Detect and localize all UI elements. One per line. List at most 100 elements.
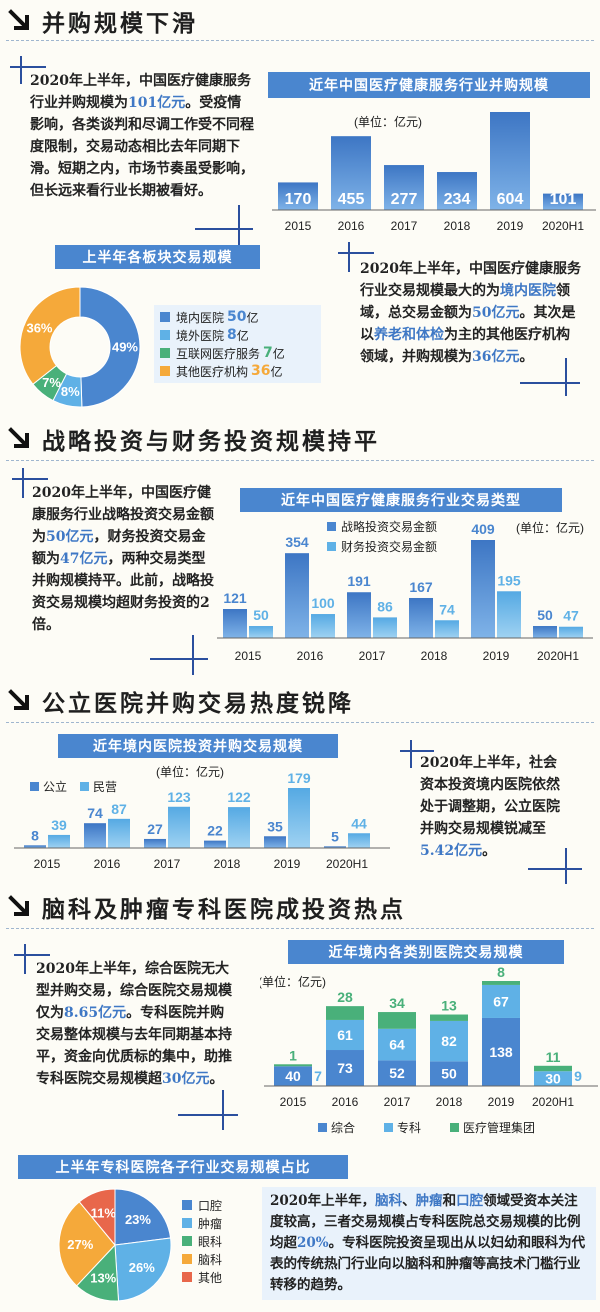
chart3-x-tick: 2016 (297, 649, 324, 663)
chart5-bar-value: 13 (441, 998, 457, 1014)
body-text: 领域，总交易金额为 (360, 283, 570, 321)
body-text: 、 (402, 1193, 416, 1209)
chart3-title: 近年中国医疗健康服务行业交易类型 (240, 488, 562, 512)
chart5-x-tick: 2016 (332, 1095, 359, 1109)
section-title: 战略投资与财务投资规模持平 (42, 429, 380, 455)
section-title: 脑科及肿瘤专科医院成投资热点 (42, 897, 406, 923)
body-text: 。 (519, 349, 534, 365)
chart4-x-tick: 2016 (94, 857, 121, 871)
summary-text-1: 2020年上半年，中国医疗健康服务行业交易规模最大的为境内医院领域，总交易金额为… (360, 258, 582, 368)
body-text: 。专科医院投资呈现出从以妇幼和眼科为代表的传统热门行业向以脑科和肿瘤等高技术门槛… (270, 1235, 586, 1293)
chart3-legend-swatch (327, 542, 336, 551)
chart5-bar-value: 61 (337, 1027, 353, 1043)
arrow-down-right-icon (8, 689, 29, 710)
chart1-x-tick: 2019 (497, 219, 524, 233)
chart2-slice (79, 286, 141, 408)
chart1-bar-value: 234 (444, 191, 471, 208)
body-text: 。 (209, 1071, 224, 1087)
legend-label: 其他医疗机构 (176, 364, 249, 379)
chart6-slice-label: 23% (125, 1212, 151, 1227)
chart2-slice-label: 49% (112, 339, 138, 354)
chart4-legend-swatch (30, 782, 39, 791)
section-title: 公立医院并购交易热度锐降 (42, 691, 354, 717)
chart4-bar-value: 44 (351, 815, 367, 831)
chart1-bar (278, 182, 318, 210)
divider (6, 460, 594, 461)
section-header-3: 公立医院并购交易热度锐降 (8, 686, 354, 717)
chart4-bar (24, 845, 46, 848)
chart3-bar (311, 614, 335, 638)
section-header-4: 脑科及肿瘤专科医院成投资热点 (8, 892, 406, 923)
intro-text-1: 2020年上半年，中国医疗健康服务行业并购规模为101亿元。受疫情影响，各类谈判… (30, 70, 255, 202)
chart3-bar-value: 195 (497, 572, 521, 588)
chart4-bar-value: 39 (51, 817, 67, 833)
chart6-slice (78, 1188, 116, 1247)
chart5-bar-segment (482, 984, 520, 1018)
chart1-bar-value: 455 (338, 191, 365, 208)
legend-value: 50 (227, 309, 247, 325)
legend-item: 境外医院 8 亿 (160, 326, 315, 344)
chart5-bar-segment (482, 981, 520, 985)
chart3-x-tick: 2017 (359, 649, 386, 663)
legend-item: 肿瘤 (182, 1214, 242, 1232)
highlight-text: 5.42亿元 (420, 843, 483, 859)
chart1-bar-chart: (单位：亿元) 170 2015 455 2016 277 2017 234 2018 604 20… (272, 112, 596, 233)
chart3-x-tick: 2020H1 (537, 649, 579, 663)
legend-label: 境外医院 (176, 328, 225, 343)
chart5-bar-value: 67 (493, 993, 509, 1009)
chart3-legend-label: 战略投资交易金额 (341, 519, 437, 534)
chart6-title: 上半年专科医院各子行业交易规模占比 (18, 1155, 348, 1179)
legend-swatch (182, 1236, 192, 1246)
highlight-text: 47亿元 (60, 551, 108, 567)
legend-unit: 亿 (270, 364, 283, 379)
chart4-bar-value: 35 (267, 818, 283, 834)
body-text: 2020年上半年，综合医院无大型并购交易，综合医院交易规模仅为 (36, 961, 232, 1021)
chart4-bar-value: 8 (31, 827, 39, 843)
chart3-bar (223, 609, 247, 638)
highlight-text: 36亿元 (472, 349, 520, 365)
chart6-slice (58, 1201, 116, 1287)
chart4-bar-value: 74 (87, 805, 103, 821)
chart3-bar-value: 50 (537, 607, 553, 623)
chart3-bar-value: 191 (347, 573, 371, 589)
body-text: 2020年上半年，中国医疗健康服务行业交易规模最大的为 (360, 261, 581, 299)
chart3-unit-label: (单位：亿元) (516, 520, 584, 535)
chart4-x-tick: 2018 (214, 857, 241, 871)
chart3-bar-value: 409 (471, 521, 495, 537)
chart3-x-tick: 2019 (483, 649, 510, 663)
chart5-bar-value: 52 (389, 1065, 405, 1081)
arrow-down-right-icon (8, 427, 29, 448)
legend-swatch (160, 312, 170, 322)
legend-item: 互联网医疗服务 7 亿 (160, 344, 315, 362)
chart5-bar-segment (430, 1014, 468, 1021)
legend-swatch (182, 1254, 192, 1264)
legend-swatch (160, 366, 170, 376)
chart2-legend: 境内医院 50 亿境外医院 8 亿互联网医疗服务 7 亿其他医疗机构 36 亿 (154, 305, 321, 383)
chart6-slice-label: 11% (91, 1205, 117, 1220)
chart3-bar (347, 592, 371, 638)
body-text: 。 (482, 843, 497, 859)
divider (6, 928, 594, 929)
chart5-bar-segment (274, 1064, 312, 1067)
chart3-bar-value: 74 (439, 601, 455, 617)
chart1-x-tick: 2015 (285, 219, 312, 233)
chart3-bar (435, 620, 459, 638)
chart5-bar-value: 11 (546, 1049, 561, 1065)
chart5-bar-segment (378, 1028, 416, 1061)
chart4-bar (348, 833, 370, 848)
chart3-bar-value: 47 (563, 608, 579, 624)
chart2-donut-chart: 49% 8%7% 36% (19, 286, 141, 408)
chart5-legend-label: 医疗管理集团 (463, 1120, 535, 1135)
highlight-text: 30亿元 (162, 1071, 210, 1087)
section-title: 并购规模下滑 (42, 11, 198, 37)
chart3-bar (285, 553, 309, 638)
chart6-slice (114, 1237, 172, 1302)
legend-item: 口腔 (182, 1196, 242, 1214)
chart1-x-tick: 2017 (391, 219, 418, 233)
chart4-bar (228, 807, 250, 848)
chart5-bar-segment (274, 1066, 312, 1086)
chart4-bar-value: 122 (227, 789, 251, 805)
intro-text-2: 2020年上半年，中国医疗健康服务行业战略投资交易金额为50亿元，财务投资交易金… (32, 482, 217, 636)
